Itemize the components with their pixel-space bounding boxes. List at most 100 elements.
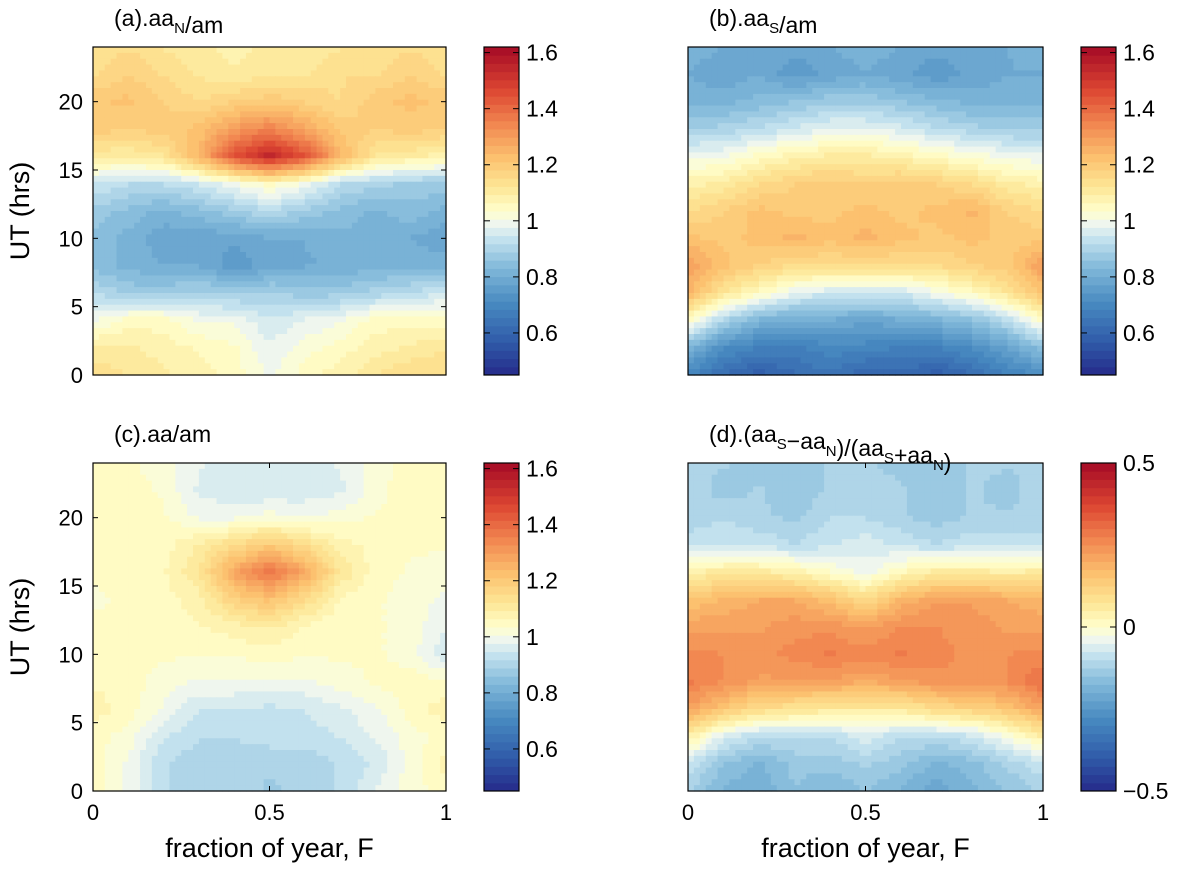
heatmap-cell <box>204 47 212 54</box>
colorbar-a: 0.60.811.21.41.6 <box>483 40 558 376</box>
heatmap-cell <box>181 287 188 294</box>
heatmap-cell <box>434 146 441 154</box>
heatmap-cell <box>298 240 306 247</box>
heatmap-cell <box>865 193 873 200</box>
heatmap-cell <box>434 158 441 165</box>
heatmap-cell <box>1019 58 1026 66</box>
heatmap-cell <box>404 293 412 300</box>
heatmap-cell <box>93 246 100 253</box>
heatmap-cell <box>240 275 247 282</box>
heatmap-cell <box>328 345 335 353</box>
heatmap-cell <box>216 205 224 212</box>
heatmap-cell <box>204 129 212 136</box>
heatmap-cell <box>163 216 171 224</box>
heatmap-cell <box>936 140 944 148</box>
heatmap-cell <box>416 228 424 236</box>
heatmap-cell <box>234 152 241 159</box>
heatmap-cell <box>193 228 200 236</box>
heatmap-cell <box>175 252 182 259</box>
heatmap-cell <box>688 47 695 54</box>
heatmap-cell <box>334 298 341 306</box>
heatmap-cell <box>340 175 347 183</box>
colorbar-segment <box>484 243 519 253</box>
heatmap-cell <box>98 357 106 364</box>
heatmap-cell <box>889 88 896 95</box>
heatmap-cell <box>960 99 967 107</box>
heatmap-cell <box>257 339 265 347</box>
heatmap-cell <box>735 175 742 183</box>
heatmap-cell <box>824 64 831 72</box>
heatmap-cell <box>204 52 212 60</box>
heatmap-cell <box>776 70 784 77</box>
heatmap-cell <box>322 252 329 259</box>
heatmap-cell <box>901 175 908 183</box>
heatmap-cell <box>322 123 329 130</box>
heatmap-cell <box>287 70 294 77</box>
heatmap-cell <box>800 152 807 159</box>
heatmap-cell <box>198 216 206 224</box>
heatmap-cell <box>98 134 106 142</box>
heatmap-cell <box>936 181 944 189</box>
heatmap-cell <box>895 134 902 142</box>
heatmap-cell <box>216 164 224 171</box>
heatmap-cell <box>193 175 200 183</box>
heatmap-cell <box>93 328 100 335</box>
heatmap-cell <box>334 193 341 200</box>
heatmap-cell <box>240 334 247 341</box>
heatmap-cell <box>847 105 855 113</box>
heatmap-cell <box>251 257 259 265</box>
heatmap-cell <box>404 47 412 54</box>
heatmap-cell <box>948 105 955 113</box>
heatmap-cell <box>151 369 159 376</box>
heatmap-cell <box>281 146 288 154</box>
heatmap-cell <box>151 99 159 107</box>
heatmap-cell <box>128 170 135 177</box>
heatmap-cell <box>134 205 141 212</box>
heatmap-cell <box>393 99 400 107</box>
heatmap-cell <box>422 316 429 323</box>
heatmap-cell <box>404 287 412 294</box>
heatmap-cell <box>693 146 701 154</box>
heatmap-cell <box>222 246 229 253</box>
heatmap-cell <box>169 287 176 294</box>
heatmap-cell <box>128 64 135 72</box>
heatmap-cell <box>966 58 973 66</box>
heatmap-cell <box>310 175 318 183</box>
heatmap-cell <box>410 93 418 101</box>
heatmap-cell <box>853 82 861 89</box>
heatmap-cell <box>363 222 371 230</box>
heatmap-cell <box>245 193 253 200</box>
heatmap-cell <box>216 328 224 335</box>
heatmap-cell <box>175 70 182 77</box>
heatmap-cell <box>340 246 347 253</box>
heatmap-cell <box>181 58 188 66</box>
heatmap-cell <box>145 58 153 66</box>
heatmap-cell <box>140 216 147 224</box>
heatmap-cell <box>116 345 124 353</box>
heatmap-cell <box>169 193 176 200</box>
heatmap-cell <box>369 257 376 265</box>
heatmap-cell <box>98 175 106 183</box>
heatmap-cell <box>304 70 312 77</box>
heatmap-cell <box>835 99 843 107</box>
heatmap-cell <box>281 123 288 130</box>
heatmap-cell <box>699 64 707 72</box>
heatmap-cell <box>345 140 353 148</box>
heatmap-cell <box>281 304 288 312</box>
heatmap-cell <box>187 170 194 177</box>
heatmap-cell <box>93 88 100 95</box>
heatmap-cell <box>428 345 435 353</box>
heatmap-cell <box>741 64 748 72</box>
heatmap-cell <box>764 158 772 165</box>
heatmap-cell <box>163 105 171 113</box>
heatmap-cell <box>387 310 394 318</box>
heatmap-cell <box>251 47 259 54</box>
heatmap-cell <box>134 152 141 159</box>
heatmap-cell <box>351 234 359 241</box>
heatmap-cell <box>693 105 701 113</box>
heatmap-cell <box>93 216 100 224</box>
heatmap-cell <box>269 316 276 323</box>
heatmap-cell <box>812 52 819 60</box>
heatmap-cell <box>883 123 890 130</box>
heatmap-cell <box>889 47 896 54</box>
